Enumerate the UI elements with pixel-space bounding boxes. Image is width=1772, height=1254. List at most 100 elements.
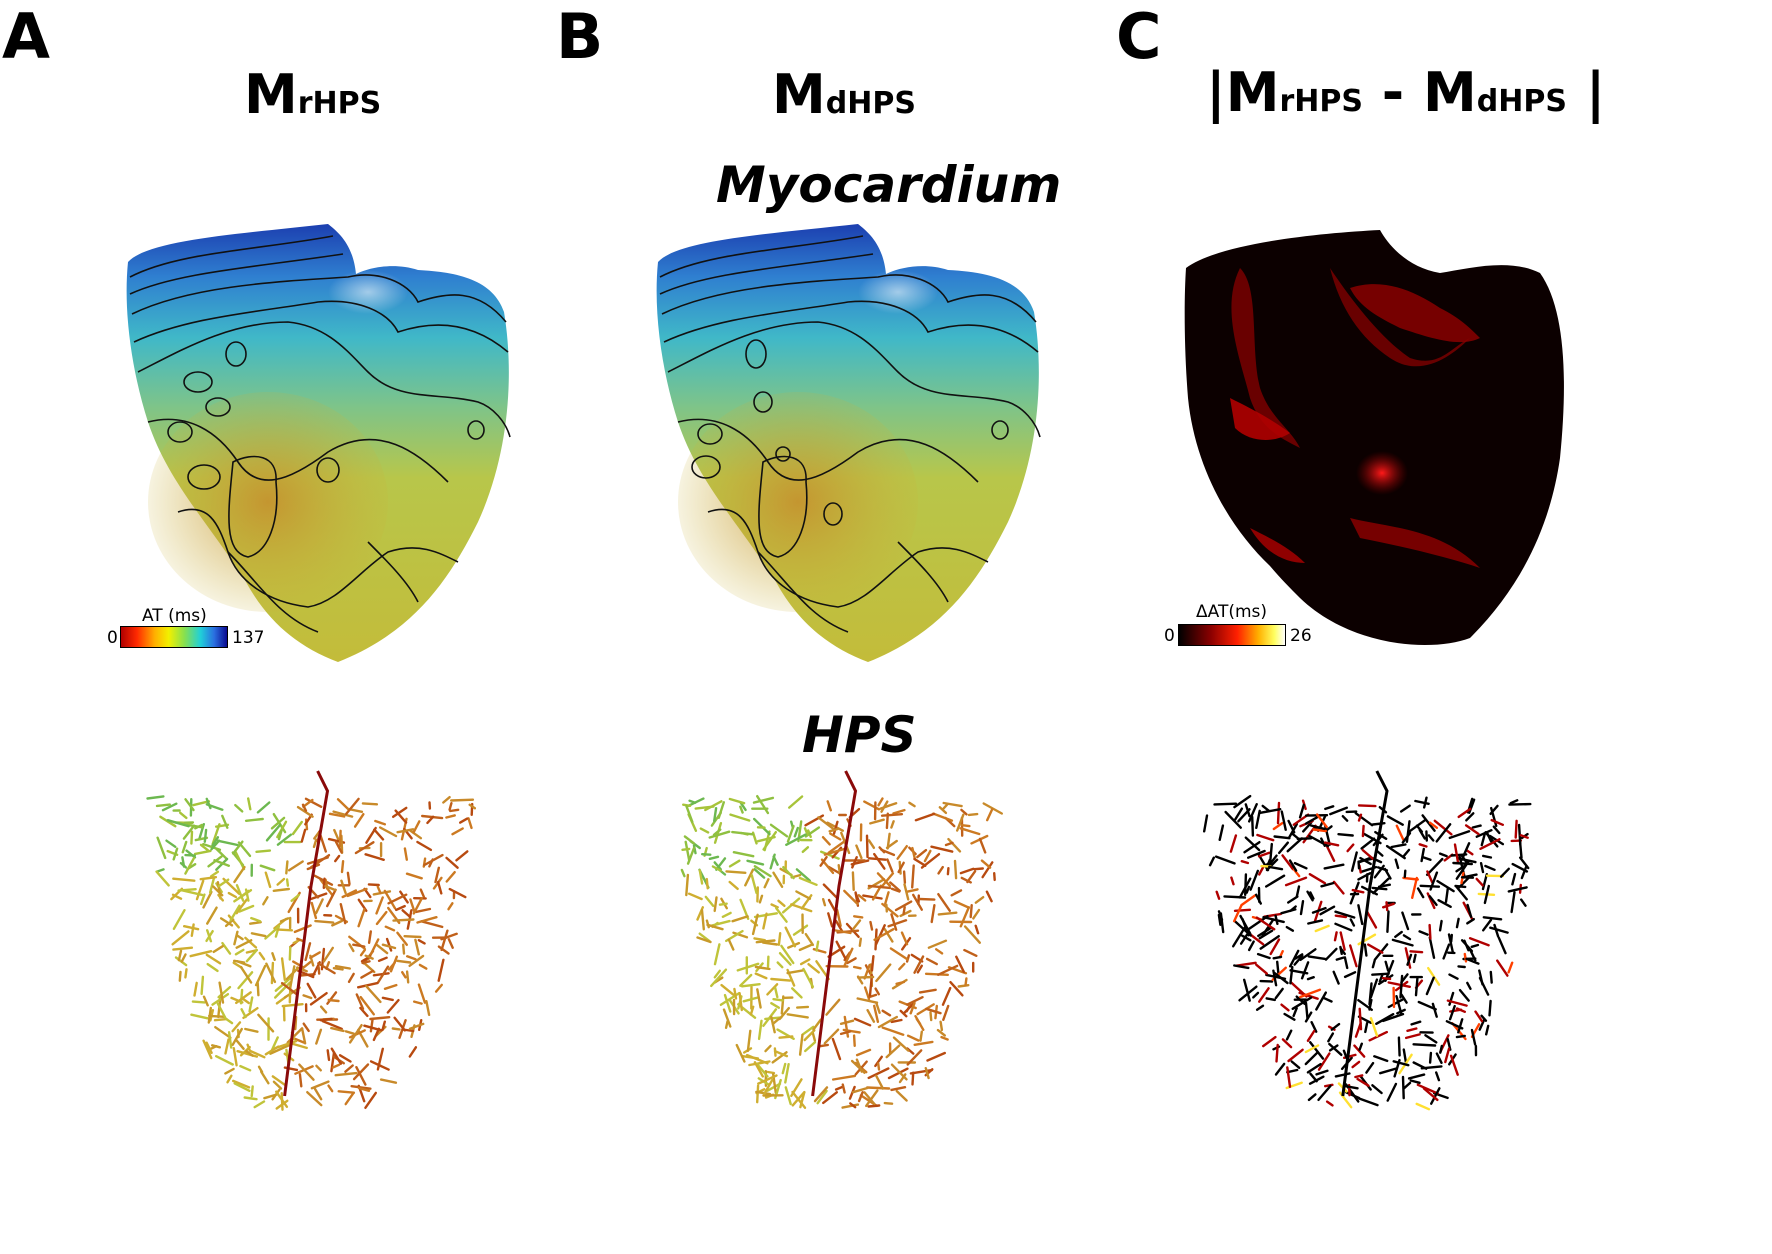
hps-segment: [211, 992, 230, 1006]
hps-segment: [890, 1063, 908, 1081]
hps-segment: [395, 959, 412, 964]
hps-segment: [396, 931, 408, 947]
hps-segment: [969, 903, 973, 919]
hps-segment: [834, 1085, 844, 1091]
hps-segment: [963, 948, 978, 958]
hps-segment: [448, 802, 453, 811]
hps-segment: [265, 823, 282, 842]
panel-b-title-sub: dHPS: [825, 86, 916, 121]
hps-segment: [1417, 1000, 1437, 1011]
hps-segment: [1339, 945, 1343, 956]
hps-segment: [244, 888, 250, 902]
hps-segment: [913, 1040, 934, 1046]
hps-segment: [180, 953, 187, 963]
hps-segment: [753, 937, 767, 942]
hps-segment: [1361, 824, 1365, 838]
hps-segment: [1213, 802, 1238, 806]
hps-segment: [1309, 824, 1326, 831]
hps-segment: [1466, 917, 1475, 925]
hps-segment: [416, 840, 433, 852]
hps-segment: [785, 833, 807, 847]
hps-segment: [1346, 843, 1355, 853]
hps-segment: [1320, 881, 1335, 888]
hps-segment: [751, 913, 759, 936]
hps-segment: [257, 1013, 275, 1033]
hps-segment: [239, 965, 253, 984]
hps-segment: [340, 879, 347, 895]
hps-segment: [1323, 996, 1333, 1003]
hps-segment: [953, 900, 970, 909]
hps-segment: [1376, 866, 1389, 872]
hps-segment: [324, 884, 337, 892]
hps-segment: [1428, 1051, 1433, 1064]
hps-segment: [766, 1082, 782, 1092]
hps-segment: [1324, 805, 1335, 811]
hps-segment: [770, 1001, 781, 1009]
hps-segment: [855, 1058, 863, 1073]
hps-segment: [1244, 836, 1261, 852]
hps-segment: [1325, 825, 1333, 832]
hps-segment: [325, 888, 337, 908]
hps-segment: [263, 1092, 280, 1100]
colorbar-c-max: 26: [1290, 626, 1312, 646]
hps-segment: [1421, 855, 1432, 862]
colorbar-c-min: 0: [1164, 626, 1175, 646]
hps-segment: [288, 946, 292, 961]
hps-segment: [1360, 837, 1376, 850]
hps-segment: [1434, 1071, 1441, 1082]
hps-segment: [1255, 1004, 1265, 1011]
hps-segment: [900, 931, 909, 946]
hps-segment: [413, 1000, 423, 1005]
hps-segment: [935, 948, 944, 955]
hps-segment: [1218, 824, 1225, 842]
hps-segment: [416, 915, 438, 924]
panel-c-title-main2: M: [1423, 61, 1477, 124]
hps-segment: [843, 889, 859, 906]
hps-segment: [1403, 869, 1407, 879]
hps-segment: [447, 902, 454, 911]
hps-segment: [985, 890, 993, 903]
hps-segment: [723, 993, 732, 1013]
hps-segment: [381, 943, 397, 950]
hps-segment: [1465, 849, 1474, 856]
hps-segment: [344, 1030, 355, 1035]
hps-segment: [1428, 895, 1438, 907]
hps-segment: [1248, 803, 1258, 823]
hps-segment: [822, 883, 839, 899]
hps-segment: [383, 889, 397, 910]
hps-segment: [414, 907, 432, 914]
hps-segment: [309, 991, 328, 1006]
hps-segment: [340, 859, 345, 874]
hps-segment: [293, 1037, 306, 1044]
hps-segment: [1323, 841, 1340, 847]
hps-segment: [837, 863, 842, 876]
hps-segment: [1453, 843, 1460, 864]
hps-segment: [685, 805, 694, 823]
hps-segment: [1416, 887, 1425, 899]
hps-segment: [1455, 1007, 1466, 1014]
hps-segment: [248, 920, 262, 925]
hps-segment: [798, 1033, 804, 1056]
hps-segment: [264, 1045, 280, 1056]
hps-segment: [959, 827, 981, 836]
hps-segment: [224, 1067, 235, 1075]
hps-segment: [229, 904, 241, 922]
hps-segment: [165, 839, 177, 849]
hps-segment: [276, 877, 286, 886]
hps-segment: [740, 982, 761, 988]
hps-segment: [712, 828, 722, 837]
hps-segment: [1520, 864, 1528, 880]
hps-segment: [208, 876, 216, 894]
hps-segment: [913, 955, 925, 974]
hps-segment: [317, 962, 336, 975]
hps-segment: [1343, 971, 1357, 979]
hps-segment: [408, 954, 425, 968]
hps-segment: [1229, 834, 1238, 853]
hps-segment: [301, 803, 308, 812]
hps-segment: [434, 983, 443, 993]
hps-segment: [227, 891, 238, 899]
hps-segment: [932, 812, 954, 822]
hps-segment: [1393, 1058, 1401, 1078]
hps-branches: [1202, 794, 1532, 1111]
hps-segment: [276, 833, 293, 846]
